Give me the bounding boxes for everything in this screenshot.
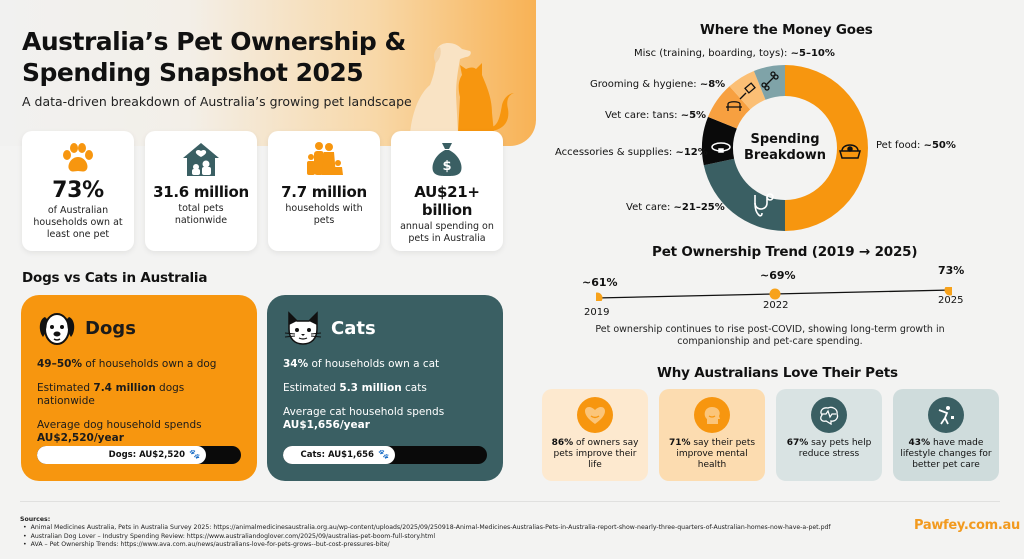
love-card-life: 86% of owners say pets improve their lif… bbox=[542, 389, 648, 481]
trend-point-2019 bbox=[596, 292, 603, 301]
stat-value: AU$21+ billion bbox=[414, 183, 480, 219]
stat-description: households with pets bbox=[285, 203, 363, 226]
trend-year-2022: 2022 bbox=[763, 300, 789, 311]
money-bag-icon: $ bbox=[432, 143, 462, 176]
brush-icon bbox=[739, 82, 756, 100]
dog-face-icon bbox=[39, 313, 75, 345]
dogs-ownership: 49–50% of households own a dog bbox=[37, 358, 217, 370]
donut-chart-svg bbox=[701, 64, 868, 231]
dogs-spend-bar: Dogs: AU$2,520 🐾 bbox=[37, 446, 241, 464]
brand-logo[interactable]: Pawfey.com.au bbox=[914, 518, 1020, 533]
happy-head-icon bbox=[694, 397, 730, 433]
family-icon bbox=[307, 142, 343, 175]
cats-spend: Average cat household spends AU$1,656/yea… bbox=[283, 406, 445, 431]
svg-text:$: $ bbox=[442, 159, 451, 174]
cats-count: Estimated 5.3 million cats bbox=[283, 382, 427, 394]
stat-card-households: 7.7 million households with pets bbox=[268, 131, 380, 251]
segment-vet-care bbox=[703, 158, 785, 231]
stat-value: 7.7 million bbox=[281, 183, 367, 201]
lifestyle-exercise-icon bbox=[928, 397, 964, 433]
brain-pulse-icon bbox=[811, 397, 847, 433]
stat-card-ownership: 73% of Australian households own at leas… bbox=[22, 131, 134, 251]
money-heading: Where the Money Goes bbox=[700, 22, 873, 38]
page-title: Australia’s Pet Ownership & Spending Sna… bbox=[22, 27, 406, 87]
bone-icon bbox=[761, 71, 779, 91]
trend-pct-2019: ~61% bbox=[582, 276, 618, 289]
dogs-spend: Average dog household spends AU$2,520/yea… bbox=[37, 419, 202, 444]
label-grooming: Grooming & hygiene: ~8% bbox=[590, 79, 726, 90]
label-vet-tans: Vet care: tans: ~5% bbox=[605, 110, 707, 121]
stat-description: of Australian households own at least on… bbox=[33, 205, 123, 240]
love-heading: Why Australians Love Their Pets bbox=[657, 365, 898, 381]
footer-divider bbox=[20, 501, 1000, 502]
food-bowl-icon bbox=[839, 144, 861, 159]
segment-accessories bbox=[701, 116, 737, 166]
dogs-bar-label: Dogs: AU$2,520 bbox=[108, 450, 186, 460]
cats-title: Cats bbox=[331, 317, 376, 339]
sources-title: Sources: bbox=[20, 516, 51, 523]
label-misc: Misc (training, boarding, toys): ~5–10% bbox=[634, 48, 835, 59]
trend-heading: Pet Ownership Trend (2019 → 2025) bbox=[652, 244, 918, 260]
trend-point-2022 bbox=[769, 288, 781, 300]
trend-line-chart bbox=[596, 287, 952, 301]
cats-spend-bar: Cats: AU$1,656 🐾 bbox=[283, 446, 487, 464]
dogs-card: Dogs 49–50% of households own a dog Esti… bbox=[21, 295, 257, 481]
paw-icon: 🐾 bbox=[189, 450, 201, 460]
stat-card-total-pets: 31.6 million total pets nationwide bbox=[145, 131, 257, 251]
stat-description: total pets nationwide bbox=[174, 203, 228, 226]
trend-pct-2022: ~69% bbox=[760, 269, 796, 282]
donut-center-label: Spending Breakdown bbox=[743, 132, 827, 163]
stethoscope-icon bbox=[754, 193, 774, 217]
source-item[interactable]: Animal Medicines Australia, Pets in Aust… bbox=[20, 524, 831, 532]
collar-icon bbox=[711, 142, 731, 153]
trend-year-2025: 2025 bbox=[938, 295, 964, 306]
heart-smile-icon bbox=[577, 397, 613, 433]
source-item[interactable]: Australian Dog Lover – Industry Spending… bbox=[20, 533, 831, 541]
stat-description: annual spending on pets in Australia bbox=[400, 221, 494, 244]
paw-icon bbox=[63, 143, 93, 172]
segment-grooming bbox=[729, 71, 766, 110]
label-vet-care: Vet care: ~21–25% bbox=[626, 202, 725, 213]
cats-bar-label: Cats: AU$1,656 bbox=[300, 450, 374, 460]
stat-card-spending: $ AU$21+ billion annual spending on pets… bbox=[391, 131, 503, 251]
love-card-lifestyle: 43% have made lifestyle changes for bett… bbox=[893, 389, 999, 481]
dog-cat-silhouette-icon bbox=[410, 43, 514, 133]
spending-donut-chart: Spending Breakdown bbox=[700, 63, 870, 233]
source-item[interactable]: AVA – Pet Ownership Trends: https://www.… bbox=[20, 541, 831, 549]
love-card-mental-health: 71% say their pets improve mental health bbox=[659, 389, 765, 481]
dogs-vs-cats-heading: Dogs vs Cats in Australia bbox=[22, 270, 208, 286]
bed-icon bbox=[726, 101, 742, 111]
label-accessories: Accessories & supplies: ~12% bbox=[555, 147, 708, 158]
page-subtitle: A data-driven breakdown of Australia’s g… bbox=[22, 94, 412, 109]
house-pets-icon bbox=[183, 143, 219, 176]
sources-list: Sources: Animal Medicines Australia, Pet… bbox=[20, 516, 831, 550]
trend-point-2025 bbox=[944, 287, 952, 296]
trend-year-2019: 2019 bbox=[584, 307, 610, 318]
segment-pet-food bbox=[785, 65, 868, 231]
love-card-stress: 67% say pets help reduce stress bbox=[776, 389, 882, 481]
cat-face-icon bbox=[284, 311, 322, 345]
dogs-title: Dogs bbox=[85, 317, 136, 339]
stat-value: 31.6 million bbox=[153, 183, 249, 201]
cats-ownership: 34% of households own a cat bbox=[283, 358, 440, 370]
label-pet-food: Pet food: ~50% bbox=[876, 140, 956, 151]
trend-pct-2025: 73% bbox=[938, 264, 965, 277]
cats-card: Cats 34% of households own a cat Estimat… bbox=[267, 295, 503, 481]
dogs-count: Estimated 7.4 million dogs nationwide bbox=[37, 382, 185, 407]
trend-note: Pet ownership continues to rise post-COV… bbox=[595, 324, 945, 347]
paw-icon: 🐾 bbox=[377, 450, 390, 460]
stat-value: 73% bbox=[52, 178, 104, 203]
